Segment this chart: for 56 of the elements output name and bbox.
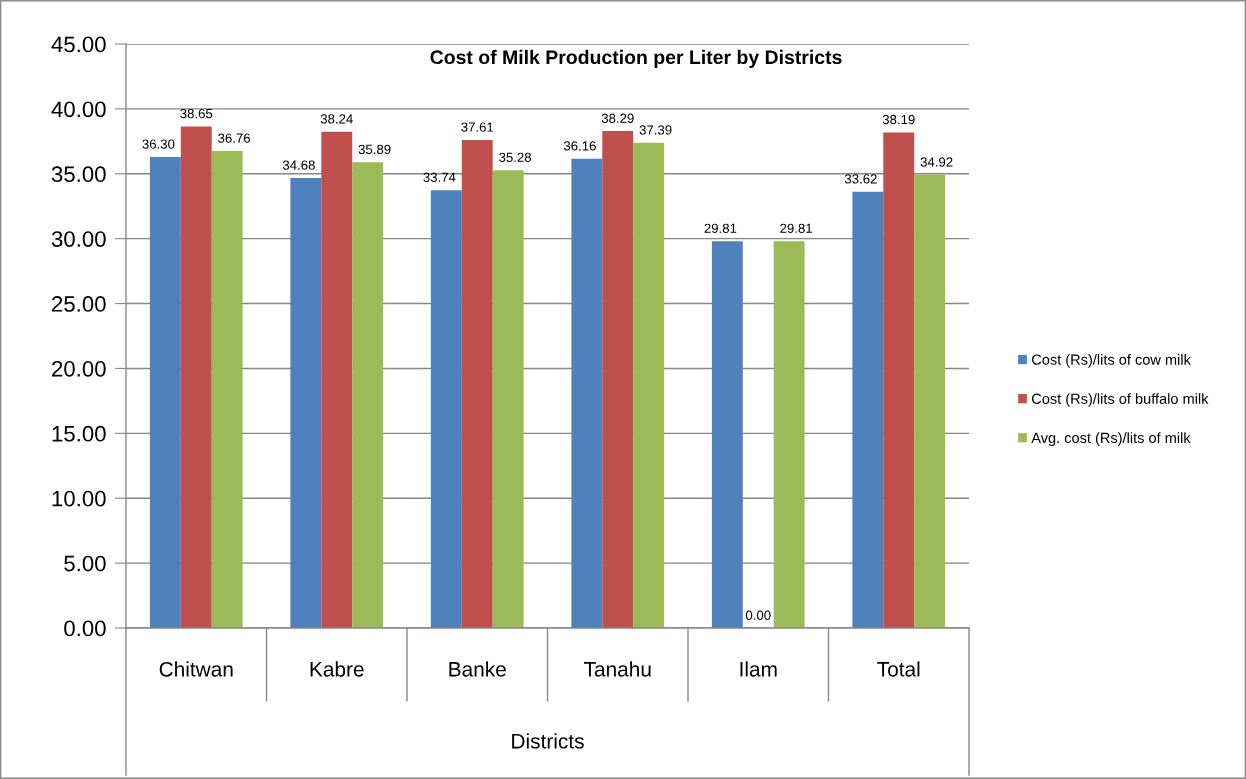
x-axis-title: Districts [512,733,584,749]
data-label: 35.28 [499,152,532,162]
x-tick-label: Chitwan [159,661,233,677]
chart-title: Cost of Milk Production per Liter by Districts [430,49,842,68]
data-label: 38.24 [320,114,353,124]
y-tick-label: 10.00 [52,490,106,507]
data-label: 29.81 [780,223,812,233]
data-label: 33.74 [423,172,456,182]
data-label: 29.81 [704,223,737,233]
data-label: 38.19 [882,114,915,125]
bar [633,142,665,628]
y-tick-label: 20.00 [52,360,106,377]
data-label: 36.76 [218,133,251,143]
bar [883,132,915,628]
x-tick-label: Ilam [740,661,777,677]
bar [914,174,946,628]
y-tick-label: 45.00 [51,36,106,53]
x-tick-label: Kabre [310,661,364,677]
bar [149,156,181,628]
bar [852,191,884,628]
bar [352,162,384,628]
legend-label: Avg. cost (Rs)/lits of milk [1031,432,1191,446]
bar [461,139,493,628]
bar [711,241,743,628]
legend-label: Cost (Rs)/lits of buffalo milk [1031,393,1209,407]
y-tick-label: 30.00 [51,231,106,247]
data-label: 33.62 [844,174,877,184]
bar [321,131,353,628]
data-label: 37.39 [639,125,672,135]
data-label: 36.30 [142,139,175,149]
bar [211,150,243,628]
legend-label: Cost (Rs)/lits of cow milk [1031,354,1191,368]
data-label: 35.89 [358,144,391,155]
bar [180,126,212,628]
data-label: 34.92 [920,157,953,167]
data-label: 37.61 [461,122,494,132]
data-label: 38.29 [601,113,634,123]
y-tick-label: 0.00 [64,620,106,637]
data-label: 0.00 [745,610,771,620]
bar [492,170,524,628]
data-label: 38.65 [180,108,213,119]
x-tick-label: Banke [449,661,506,677]
x-tick-label: Tanahu [584,661,651,677]
data-label: 36.16 [563,141,596,151]
bar [602,131,634,628]
bar [430,190,462,628]
data-label: 34.68 [282,160,315,170]
y-tick-label: 25.00 [52,296,106,312]
y-tick-label: 35.00 [51,166,106,183]
y-tick-label: 15.00 [52,425,106,442]
bar [571,158,603,628]
bar [290,177,322,628]
y-tick-label: 5.00 [64,555,106,572]
x-tick-label: Total [877,661,920,677]
y-tick-label: 40.00 [51,101,106,118]
bar [773,241,805,628]
